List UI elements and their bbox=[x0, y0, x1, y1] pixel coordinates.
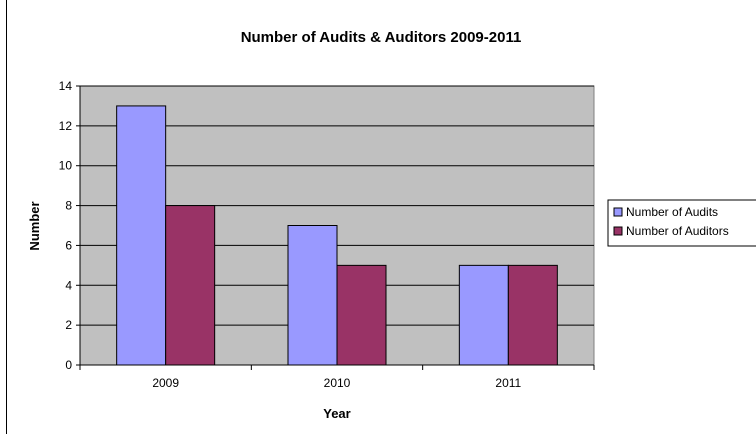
bar-number-of-auditors-2011 bbox=[507, 264, 558, 366]
y-axis-title: Number bbox=[27, 201, 42, 250]
legend-swatch bbox=[613, 226, 623, 236]
y-tick-label: 2 bbox=[65, 318, 72, 332]
bar-number-of-auditors-2009 bbox=[165, 205, 216, 366]
bar-number-of-audits-2009 bbox=[116, 105, 167, 366]
x-axis-ticks: 2009 2010 2011 bbox=[79, 365, 595, 390]
x-tick-label: 2009 bbox=[152, 376, 179, 390]
y-tick-label: 6 bbox=[65, 238, 72, 252]
y-axis-ticks: 0 2 4 6 8 10 12 14 bbox=[59, 79, 80, 372]
bar-number-of-audits-2010 bbox=[287, 225, 338, 366]
y-tick-label: 12 bbox=[59, 119, 73, 133]
bar-number-of-audits-2011 bbox=[458, 264, 509, 366]
bars bbox=[116, 105, 558, 366]
x-tick-label: 2010 bbox=[324, 376, 351, 390]
y-tick-label: 10 bbox=[59, 159, 73, 173]
y-tick-label: 8 bbox=[65, 199, 72, 213]
x-axis-title: Year bbox=[323, 406, 350, 421]
x-tick-label: 2011 bbox=[495, 376, 521, 390]
legend-swatch bbox=[613, 207, 623, 217]
bar-number-of-auditors-2010 bbox=[336, 264, 387, 366]
y-tick-label: 14 bbox=[59, 79, 73, 93]
y-tick-label: 0 bbox=[65, 358, 72, 372]
legend-label: Number of Audits bbox=[626, 205, 718, 219]
legend: Number of Audits Number of Auditors bbox=[607, 199, 756, 247]
legend-box bbox=[607, 199, 756, 247]
frame-border bbox=[6, 0, 7, 434]
legend-label: Number of Auditors bbox=[626, 224, 729, 238]
chart-title: Number of Audits & Auditors 2009-2011 bbox=[241, 29, 522, 46]
y-tick-label: 4 bbox=[65, 278, 72, 292]
